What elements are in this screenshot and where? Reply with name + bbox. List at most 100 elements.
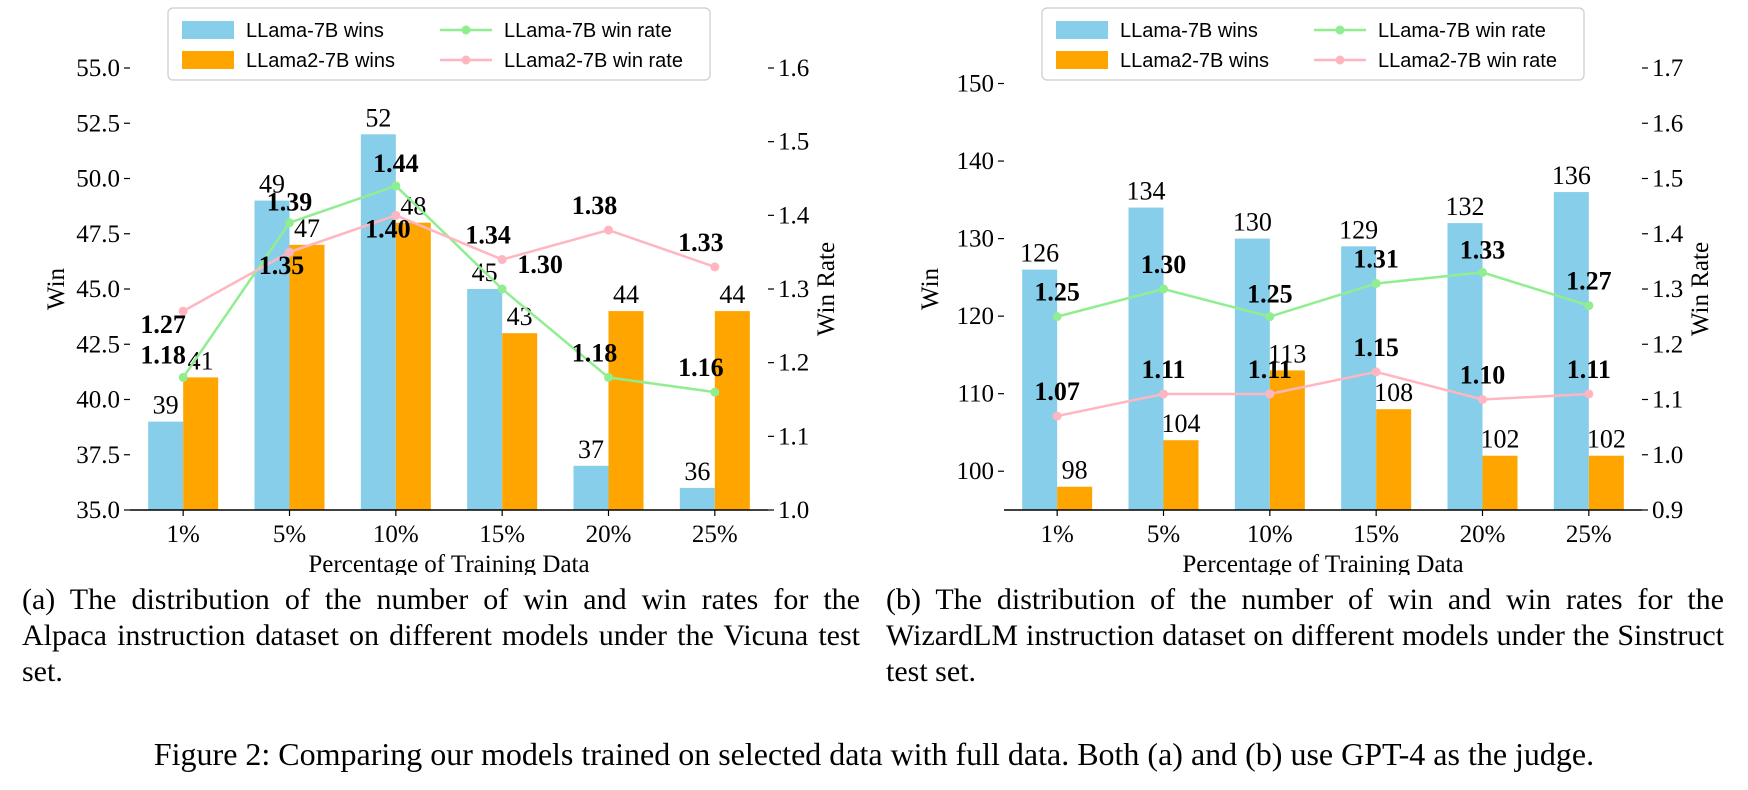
y2-tick-label: 1.1 — [1652, 387, 1683, 414]
rate-label-llama-7b: 1.18 — [572, 338, 618, 367]
bar-llama-7b-wins — [1553, 192, 1589, 510]
y2-tick-label: 1.5 — [1652, 166, 1683, 193]
point-llama-7b-win-rate — [710, 387, 720, 397]
bar-label-llama2-7b: 44 — [613, 280, 639, 309]
legend-swatch-bar — [1056, 21, 1108, 39]
rate-label-llama2-7b: 1.33 — [678, 228, 724, 257]
line-llama2-7b-win-rate — [182, 213, 716, 313]
point-llama-7b-win-rate — [1052, 312, 1062, 322]
bar-label-llama-7b: 134 — [1127, 177, 1166, 206]
bar-llama-7b-wins — [573, 465, 609, 510]
y2-tick-label: 1.4 — [778, 202, 810, 229]
y-tick-label: 130 — [957, 226, 995, 253]
y2-tick-label: 1.2 — [1652, 331, 1683, 358]
rate-label-llama-7b: 1.25 — [1034, 278, 1080, 307]
y2-tick-label: 1.0 — [778, 497, 809, 524]
bar-llama2-7b-wins — [1376, 409, 1412, 510]
point-llama-7b-win-rate — [1265, 312, 1275, 322]
legend-label: LLama2-7B win rate — [504, 50, 683, 72]
point-llama2-7b-win-rate — [391, 210, 401, 220]
y2-axis-label: Win Rate — [1687, 242, 1714, 336]
y-tick-label: 37.5 — [76, 442, 120, 469]
legend-box — [167, 7, 711, 81]
y-tick-label: 47.5 — [76, 221, 120, 248]
rate-label-llama-7b: 1.44 — [373, 149, 419, 178]
y2-tick-label: 1.4 — [1652, 221, 1684, 248]
line-llama-7b-win-rate — [1056, 271, 1590, 318]
legend-swatch-bar — [1056, 51, 1108, 69]
bar-label-llama2-7b: 98 — [1062, 456, 1088, 485]
rate-label-llama-7b: 1.16 — [678, 353, 724, 382]
point-llama2-7b-win-rate — [1584, 389, 1594, 399]
bar-llama2-7b-wins — [289, 244, 325, 511]
x-axis-label: Percentage of Training Data — [1182, 551, 1463, 575]
point-llama2-7b-win-rate — [1052, 411, 1062, 421]
legend-label: LLama-7B wins — [246, 20, 384, 42]
x-tick-label: 1% — [167, 521, 200, 548]
point-llama-7b-win-rate — [497, 284, 507, 294]
bar-label-llama2-7b: 113 — [1268, 339, 1306, 368]
rate-label-llama2-7b: 1.11 — [1141, 355, 1185, 384]
point-llama2-7b-win-rate — [285, 247, 294, 257]
legend-label: LLama-7B win rate — [504, 20, 672, 42]
legend: LLama-7B wins LLama2-7B wins LLama-7B win … — [1041, 7, 1585, 81]
y-axis-label: Win — [43, 267, 70, 310]
bar-label-llama2-7b: 47 — [294, 214, 320, 243]
x-tick-label: 20% — [1460, 521, 1506, 548]
y-tick-label: 120 — [957, 303, 995, 330]
point-llama2-7b-win-rate — [497, 255, 507, 265]
y2-tick-label: 1.6 — [778, 55, 809, 82]
bar-llama-7b-wins — [679, 487, 715, 510]
y-tick-label: 40.0 — [76, 387, 120, 414]
y2-tick-label: 1.0 — [1652, 442, 1683, 469]
y-tick-label: 55.0 — [76, 55, 120, 82]
rate-label-llama-7b: 1.25 — [1247, 280, 1293, 309]
point-llama2-7b-win-rate — [710, 262, 720, 272]
y-tick-label: 42.5 — [76, 331, 120, 358]
x-tick-label: 5% — [273, 521, 306, 548]
bar-label-llama-7b: 36 — [684, 457, 710, 486]
point-llama2-7b-win-rate — [1371, 367, 1381, 377]
bar-llama2-7b-wins — [395, 222, 431, 510]
x-tick-label: 20% — [586, 521, 632, 548]
bar-label-llama-7b: 49 — [259, 170, 285, 199]
y2-tick-label: 1.2 — [778, 350, 809, 377]
rate-label-llama-7b: 1.33 — [1460, 235, 1506, 264]
point-llama-7b-win-rate — [1478, 267, 1487, 277]
rate-label-llama2-7b: 1.40 — [365, 214, 411, 243]
line-llama2-7b-win-rate — [1056, 370, 1589, 418]
point-llama-7b-win-rate — [604, 372, 613, 382]
legend-swatch-bar — [182, 51, 234, 69]
rate-label-llama-7b: 1.39 — [267, 188, 313, 217]
rate-label-llama2-7b: 1.15 — [1353, 333, 1399, 362]
bar-llama-7b-wins — [1128, 207, 1164, 510]
rate-label-llama2-7b: 1.35 — [259, 251, 305, 280]
bar-llama2-7b-wins — [714, 311, 750, 510]
point-llama-7b-win-rate — [1159, 284, 1168, 294]
legend-swatch-marker — [461, 25, 471, 35]
bar-label-llama-7b: 37 — [578, 435, 604, 464]
x-tick-label: 25% — [1566, 521, 1612, 548]
legend: LLama-7B wins LLama2-7B wins LLama-7B win … — [167, 7, 711, 81]
y-tick-label: 45.0 — [76, 276, 120, 303]
legend-label: LLama2-7B wins — [246, 50, 395, 72]
bar-label-llama-7b: 52 — [365, 103, 391, 132]
legend-box — [1041, 7, 1585, 81]
point-llama2-7b-win-rate — [604, 225, 613, 235]
rate-label-llama-7b: 1.27 — [1566, 267, 1612, 296]
y-axis-label: Win — [917, 267, 944, 310]
bar-llama2-7b-wins — [1163, 440, 1199, 510]
y2-tick-label: 1.7 — [1652, 55, 1683, 82]
rate-label-llama-7b: 1.30 — [1141, 250, 1187, 279]
y-tick-label: 110 — [957, 381, 994, 408]
legend-swatch-bar — [182, 21, 234, 39]
bar-llama2-7b-wins — [1057, 486, 1093, 510]
bar-label-llama-7b: 130 — [1233, 208, 1272, 237]
y-tick-label: 140 — [957, 148, 995, 175]
bar-label-llama-7b: 39 — [153, 391, 179, 420]
y2-axis-label: Win Rate — [813, 242, 840, 336]
legend-label: LLama2-7B win rate — [1378, 50, 1557, 72]
point-llama-7b-win-rate — [285, 218, 294, 228]
bar-llama2-7b-wins — [502, 333, 538, 510]
